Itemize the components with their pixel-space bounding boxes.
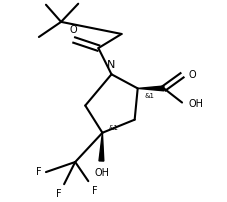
Text: F: F bbox=[57, 188, 62, 198]
Text: O: O bbox=[70, 25, 78, 35]
Text: O: O bbox=[188, 70, 196, 80]
Text: OH: OH bbox=[188, 98, 203, 108]
Polygon shape bbox=[99, 133, 104, 161]
Text: F: F bbox=[92, 185, 98, 195]
Text: OH: OH bbox=[95, 167, 110, 177]
Text: N: N bbox=[107, 59, 116, 69]
Text: &1: &1 bbox=[144, 93, 154, 99]
Text: &1: &1 bbox=[109, 125, 118, 131]
Text: F: F bbox=[36, 166, 42, 176]
Polygon shape bbox=[138, 86, 164, 91]
